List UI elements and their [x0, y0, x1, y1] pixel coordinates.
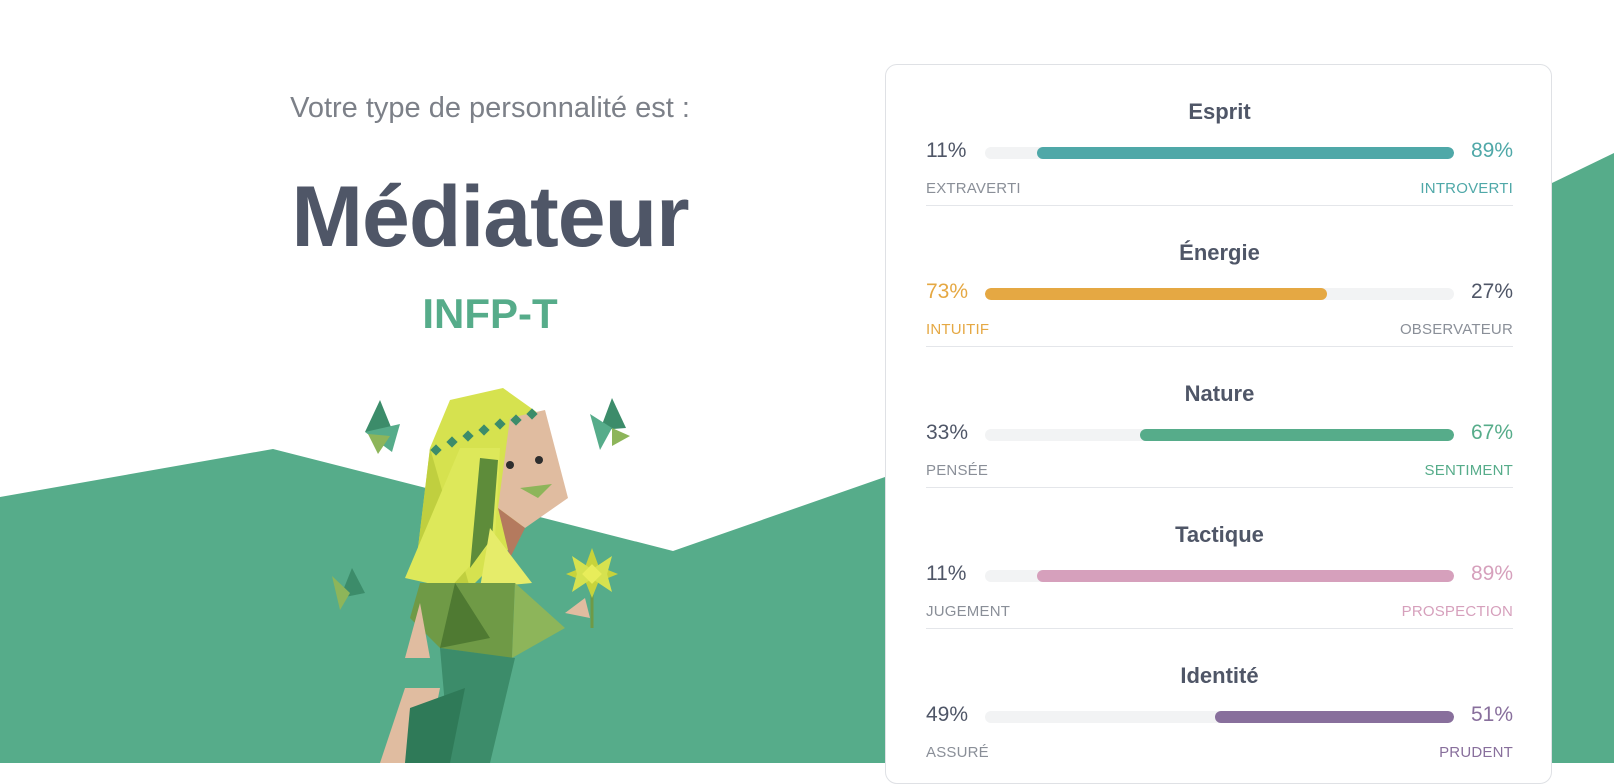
- trait-bar-fill: [1036, 570, 1454, 582]
- trait-bar-fill: [1036, 147, 1454, 159]
- trait-bar-track: [985, 429, 1454, 441]
- trait-bar-fill: [1139, 429, 1454, 441]
- trait-right-percent: 89%: [1470, 562, 1513, 585]
- trait-left-label: PENSÉE: [926, 462, 989, 479]
- trait-left-label: INTUITIF: [926, 321, 990, 338]
- trait-left-label: EXTRAVERTI: [926, 180, 1021, 197]
- trait-bar-track: [985, 711, 1454, 723]
- trait-row-nature: Nature 33% 67% PENSÉE SENTIMENT: [926, 347, 1513, 488]
- trait-left-percent: 11%: [926, 562, 967, 585]
- trait-title: Tactique: [1175, 522, 1264, 547]
- trait-right-label: OBSERVATEUR: [1399, 321, 1513, 338]
- personality-type-name: Médiateur: [291, 169, 689, 265]
- trait-bar-fill: [985, 288, 1328, 300]
- trait-title: Nature: [1184, 381, 1255, 406]
- trait-left-percent: 33%: [926, 421, 969, 444]
- trait-results-panel: Esprit 11% 89% EXTRAVERTI INTROVERTI Éne…: [885, 64, 1552, 784]
- trait-left-label: JUGEMENT: [926, 603, 1011, 620]
- trait-bar-fill: [1214, 711, 1454, 723]
- trait-right-label: PROSPECTION: [1401, 603, 1513, 620]
- trait-right-percent: 89%: [1470, 139, 1513, 162]
- personality-type-code: INFP-T: [422, 290, 558, 337]
- trait-title: Identité: [1180, 663, 1259, 688]
- trait-left-percent: 49%: [926, 703, 969, 726]
- trait-row-energie: Énergie 73% 27% INTUITIF OBSERVATEUR: [926, 206, 1513, 347]
- trait-bar-track: [985, 147, 1454, 159]
- intro-text: Votre type de personnalité est :: [290, 92, 690, 124]
- trait-right-label: INTROVERTI: [1420, 180, 1513, 197]
- butterfly-icon: [365, 400, 400, 454]
- trait-right-percent: 51%: [1470, 703, 1513, 726]
- trait-right-percent: 27%: [1470, 280, 1513, 303]
- mediator-character-illustration: [332, 388, 630, 763]
- trait-right-label: SENTIMENT: [1424, 462, 1513, 479]
- trait-title: Esprit: [1188, 99, 1251, 124]
- trait-row-esprit: Esprit 11% 89% EXTRAVERTI INTROVERTI: [926, 65, 1513, 206]
- trait-bar-track: [985, 288, 1454, 300]
- trait-right-label: PRUDENT: [1439, 744, 1513, 761]
- trait-bar-track: [985, 570, 1454, 582]
- trait-row-tactique: Tactique 11% 89% JUGEMENT PROSPECTION: [926, 488, 1513, 629]
- flower-icon: [566, 548, 618, 628]
- butterfly-icon: [332, 568, 365, 610]
- trait-left-percent: 73%: [926, 280, 969, 303]
- trait-left-percent: 11%: [926, 139, 967, 162]
- butterfly-icon: [590, 398, 630, 450]
- trait-right-percent: 67%: [1470, 421, 1513, 444]
- trait-row-identite: Identité 49% 51% ASSURÉ PRUDENT: [926, 629, 1513, 770]
- trait-title: Énergie: [1179, 240, 1260, 265]
- trait-left-label: ASSURÉ: [926, 744, 989, 761]
